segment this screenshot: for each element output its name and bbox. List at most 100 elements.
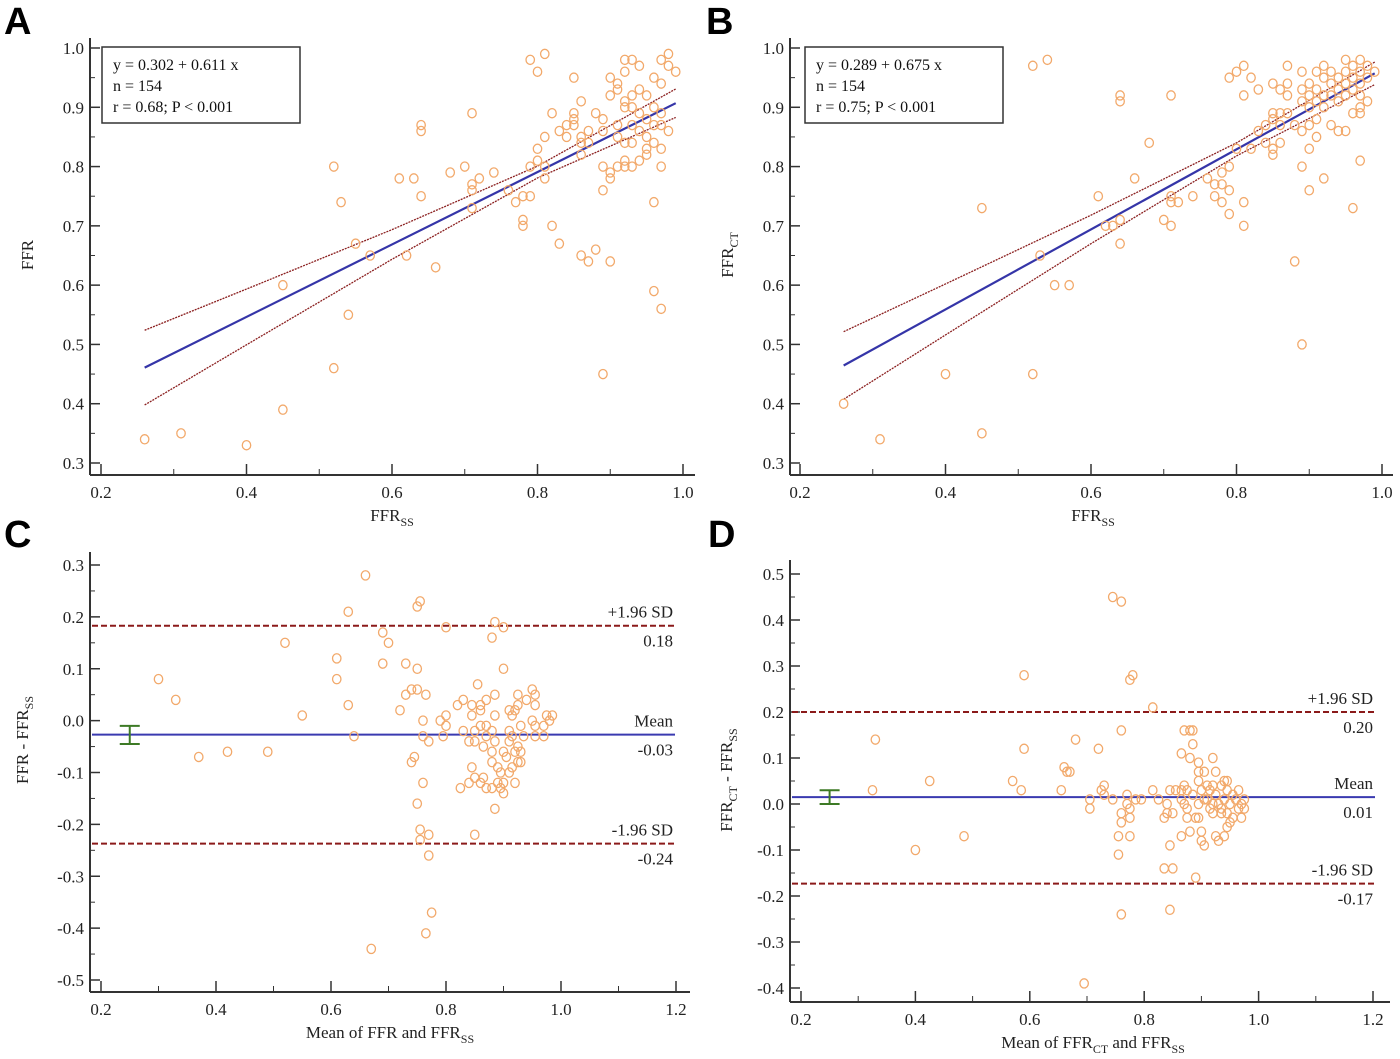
data-point	[1348, 84, 1358, 95]
data-point	[1085, 803, 1095, 814]
data-point	[605, 167, 616, 178]
data-point	[1187, 789, 1198, 801]
data-point	[467, 762, 477, 773]
data-point	[1170, 784, 1181, 796]
data-point	[408, 173, 419, 184]
data-point	[418, 777, 428, 789]
data-point	[1158, 214, 1169, 226]
data-point	[478, 741, 489, 752]
data-point	[1127, 669, 1138, 681]
data-point	[598, 161, 608, 172]
data-point	[541, 710, 552, 721]
data-point	[1253, 125, 1264, 137]
data-point	[634, 107, 645, 119]
data-point	[656, 143, 667, 155]
data-point	[415, 824, 425, 835]
data-point	[875, 434, 885, 445]
data-point	[487, 632, 497, 643]
data-point	[441, 710, 451, 721]
y-tick-label: 0.2	[63, 608, 84, 627]
data-point	[1116, 725, 1127, 736]
data-point	[1193, 812, 1204, 824]
data-point	[481, 720, 492, 732]
y-axis-title-sub: CT	[727, 232, 741, 248]
x-tick-label: 0.8	[1134, 1010, 1155, 1029]
data-point	[1167, 863, 1178, 874]
data-point	[1355, 107, 1366, 119]
panel-letter: C	[4, 514, 31, 556]
data-point	[612, 161, 623, 172]
stats-line: r = 0.75; P < 0.001	[816, 99, 936, 116]
data-point	[525, 190, 536, 202]
data-point	[1297, 125, 1307, 137]
data-point	[1196, 784, 1207, 796]
data-point	[1340, 125, 1351, 137]
y-tick-label: 0.7	[763, 217, 785, 236]
data-point	[663, 48, 674, 60]
data-point	[1115, 238, 1125, 249]
data-point	[350, 238, 361, 249]
data-point	[619, 161, 630, 172]
data-point	[365, 250, 376, 261]
data-point	[612, 119, 623, 131]
data-point	[1297, 96, 1307, 107]
data-point	[475, 777, 486, 789]
data-point	[1125, 830, 1135, 842]
upper-loa-line-label: +1.96 SD	[608, 603, 673, 622]
data-point	[619, 96, 630, 107]
data-point	[409, 751, 420, 763]
y-tick-label: -0.1	[57, 764, 84, 783]
stats-line: y = 0.302 + 0.611 x	[113, 57, 238, 74]
y-axis-title-sub: SS	[22, 696, 36, 709]
data-point	[498, 622, 509, 633]
data-point	[649, 72, 659, 83]
data-point	[576, 131, 587, 143]
data-point	[910, 844, 921, 856]
x-tick-label: 0.6	[1019, 1010, 1040, 1029]
stats-line: y = 0.289 + 0.675 x	[816, 57, 942, 74]
data-point	[1070, 734, 1081, 745]
data-point	[1193, 798, 1204, 810]
x-axis-title-main: FFR	[1071, 506, 1102, 525]
data-point	[1188, 190, 1198, 202]
y-axis-title-main: FFR	[718, 247, 737, 278]
data-point	[1187, 725, 1198, 736]
data-point	[576, 137, 587, 149]
x-axis-title-main: Mean of FFR	[1001, 1033, 1093, 1052]
data-point	[1275, 84, 1286, 95]
stats-box	[804, 46, 1004, 124]
data-point	[343, 606, 354, 617]
data-point	[366, 943, 377, 955]
panel-c: C -0.5 -0.4 -0.3 -0.2 -0.1 0.0 0.1 0.2 0.3 0.2 0.4 0…	[4, 514, 690, 1046]
data-point	[464, 777, 474, 789]
data-point	[544, 715, 555, 726]
data-point	[490, 616, 500, 628]
data-point	[510, 777, 520, 789]
mean-ci-errorbar	[119, 724, 140, 745]
data-point	[598, 185, 608, 196]
data-point	[569, 72, 579, 83]
data-point	[415, 596, 425, 607]
ci-lower-line	[843, 84, 1376, 400]
data-point	[488, 167, 499, 178]
data-point	[1166, 220, 1176, 232]
data-point	[656, 78, 667, 89]
x-tick-label: 0.4	[236, 483, 258, 502]
data-point	[498, 663, 509, 675]
data-point	[554, 125, 565, 137]
data-point	[924, 775, 935, 787]
y-tick-label: 0.8	[63, 158, 84, 177]
panel-letter: D	[708, 514, 735, 556]
x-tick-label: 0.6	[1080, 483, 1101, 502]
data-point	[1165, 840, 1175, 851]
data-point	[527, 715, 538, 726]
stats-line: n = 154	[816, 78, 865, 95]
data-point	[176, 428, 186, 439]
data-point	[1153, 794, 1164, 805]
data-point	[490, 710, 500, 721]
data-point	[1282, 78, 1293, 89]
data-point	[1166, 90, 1176, 101]
y-tick-label: 0.1	[763, 749, 784, 768]
data-point	[1209, 179, 1220, 190]
data-point	[481, 730, 492, 742]
